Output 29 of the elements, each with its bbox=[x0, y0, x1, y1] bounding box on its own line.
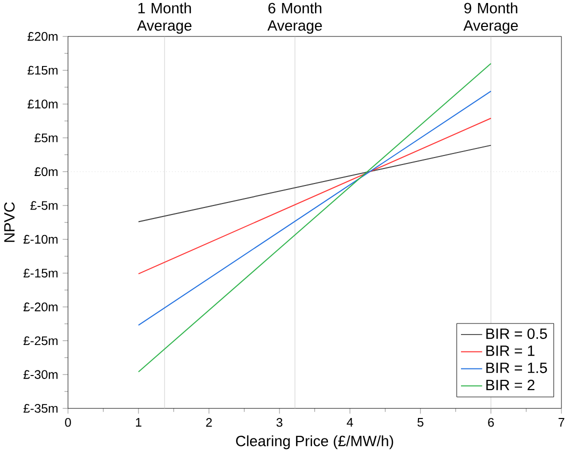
y-tick-label: £-25m bbox=[24, 336, 58, 345]
x-tick-label: 7 bbox=[558, 418, 564, 426]
ref-line-label: 9 Month Average bbox=[463, 2, 518, 34]
ref-line-label: 6 Month Average bbox=[267, 2, 322, 34]
x-tick-label: 5 bbox=[418, 418, 424, 427]
y-tick-label: £15m bbox=[28, 66, 58, 74]
y-tick-label: £-20m bbox=[24, 302, 58, 312]
x-tick-label: 6 bbox=[488, 418, 494, 427]
ref-line-label: 1 Month Average bbox=[137, 2, 192, 34]
y-tick-label: £5m bbox=[34, 133, 58, 142]
legend-label: BIR = 0.5 bbox=[486, 328, 547, 339]
legend-label: BIR = 1.5 bbox=[486, 362, 547, 373]
x-tick-label: 4 bbox=[346, 418, 354, 426]
x-tick-label: 0 bbox=[65, 418, 71, 427]
y-tick-label: £-10m bbox=[24, 234, 58, 244]
legend-label: BIR = 1 bbox=[486, 345, 534, 356]
y-tick-label: £-35m bbox=[24, 404, 58, 413]
x-tick-label: 1 bbox=[136, 418, 142, 426]
x-tick-label: 3 bbox=[276, 418, 282, 427]
y-tick-label: £-15m bbox=[24, 268, 58, 278]
x-tick-label: 2 bbox=[206, 418, 212, 427]
y-tick-label: £-30m bbox=[24, 370, 58, 379]
x-axis-title: Clearing Price (£/MW/h) bbox=[236, 435, 394, 450]
y-axis-title: NPVC bbox=[4, 202, 15, 242]
legend-label: BIR = 2 bbox=[486, 380, 534, 390]
y-tick-label: £10m bbox=[28, 100, 58, 108]
y-tick-label: £-5m bbox=[30, 200, 58, 210]
y-tick-label: £20m bbox=[28, 32, 58, 41]
y-tick-label: £0m bbox=[34, 167, 58, 176]
